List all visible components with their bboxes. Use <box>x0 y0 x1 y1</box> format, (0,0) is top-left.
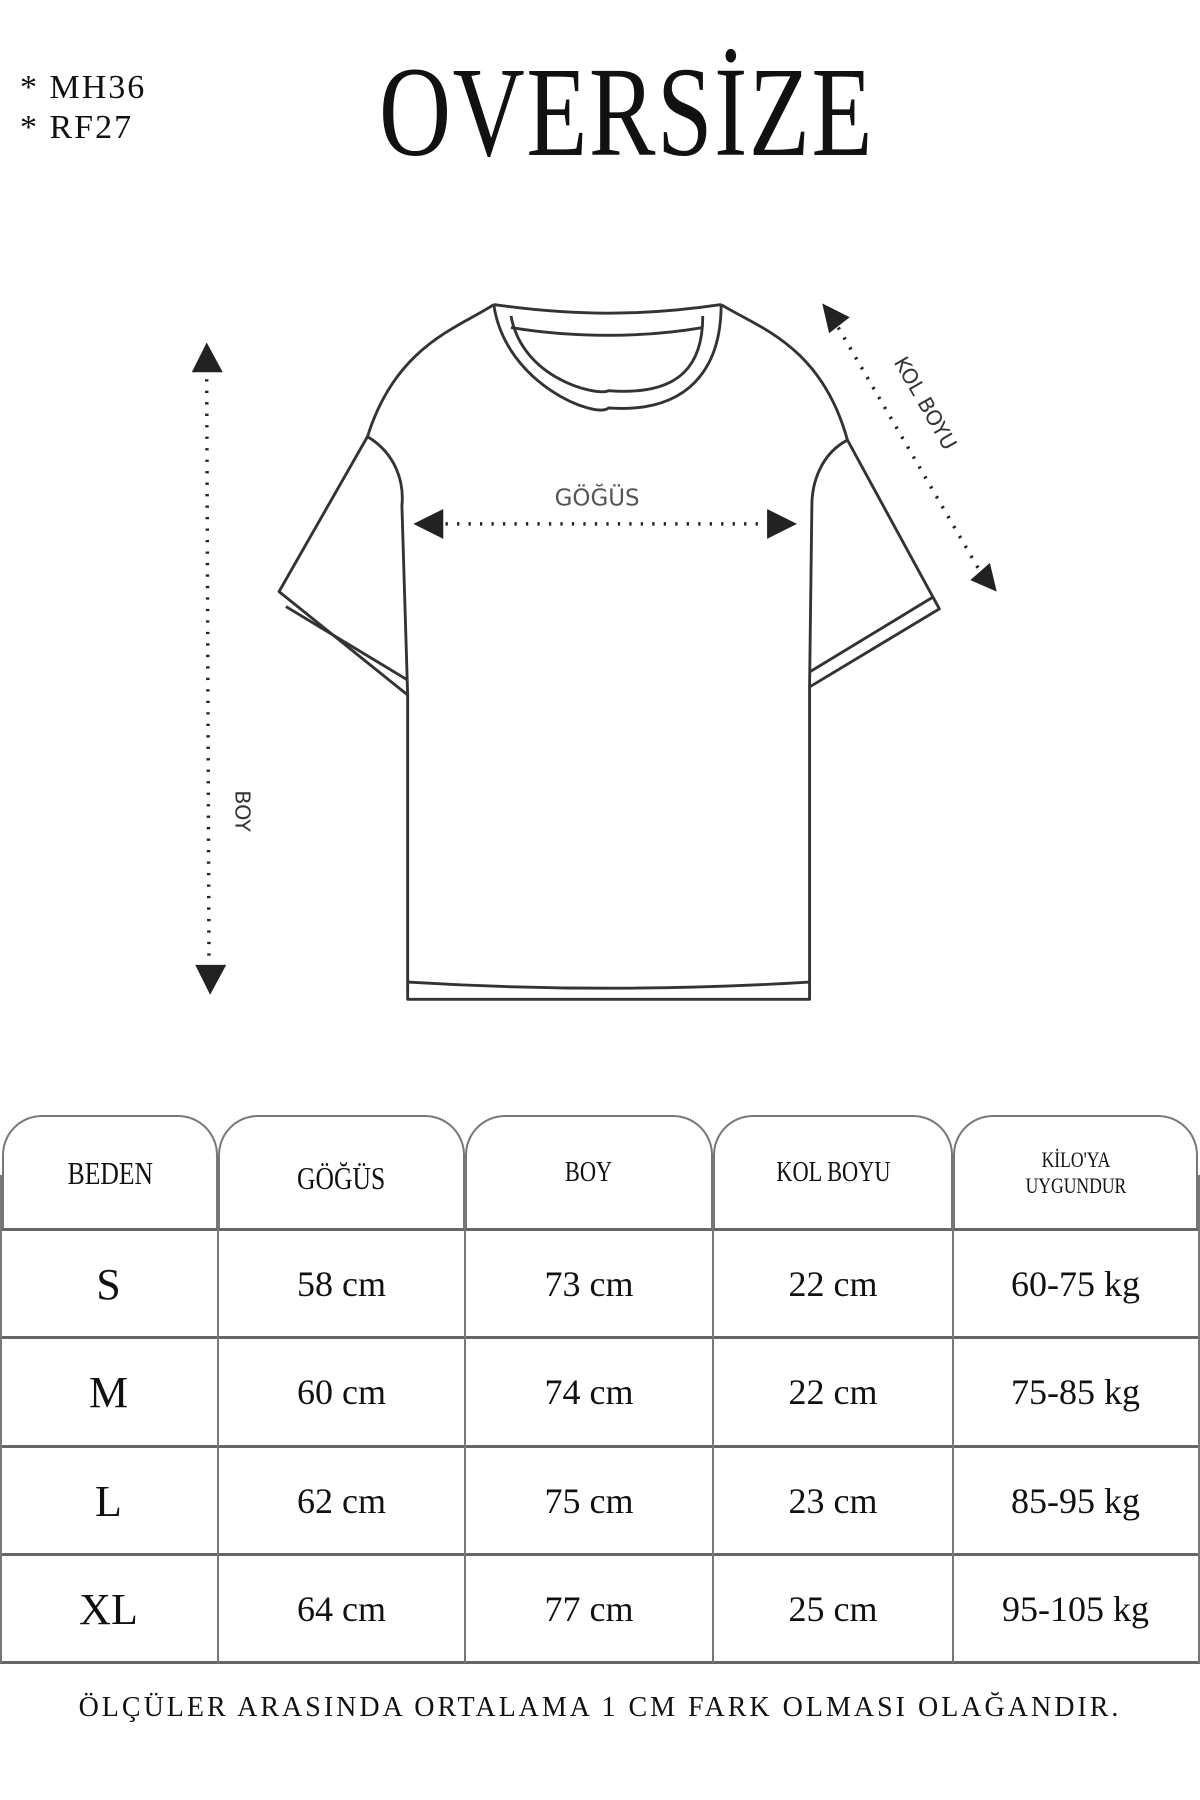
product-code: * RF27 <box>20 109 134 146</box>
arrow-up-icon <box>191 342 223 373</box>
right-cuff <box>808 596 934 674</box>
shirt-right-armhole <box>808 438 849 687</box>
table-cell: 22 cm <box>788 1372 878 1412</box>
table-cell: 64 cm <box>297 1589 386 1629</box>
table-cell: 62 cm <box>297 1481 386 1521</box>
arrow-down-right-icon <box>970 562 997 592</box>
table-cell: 25 cm <box>788 1589 878 1629</box>
shirt-left-armhole <box>366 435 410 696</box>
tshirt-diagram: GÖĞÜS KOL BOYU BOY <box>191 303 997 1001</box>
page-title: OVERSİZE <box>379 41 875 183</box>
neck-inner <box>509 315 705 394</box>
size-cell: XL <box>79 1584 138 1634</box>
shirt-outline <box>277 303 941 1001</box>
table-cell: 95-105 kg <box>1002 1589 1149 1629</box>
column-header-chest: GÖĞÜS <box>218 1115 465 1229</box>
table-cell: 60 cm <box>297 1372 386 1412</box>
column-header-length: BOY <box>465 1115 713 1229</box>
column-header-sleeve: KOL BOYU <box>713 1115 953 1229</box>
left-cuff <box>285 605 409 682</box>
footer-note: ÖLÇÜLER ARASINDA ORTALAMA 1 CM FARK OLMA… <box>78 1692 1122 1723</box>
table-cell: 75 cm <box>544 1481 634 1521</box>
neck-top <box>493 303 722 315</box>
neck-rib <box>510 326 704 337</box>
neck-outer <box>492 304 723 412</box>
column-header-size: BEDEN <box>2 1115 218 1229</box>
table-cell: 73 cm <box>544 1264 634 1304</box>
hem-line <box>407 980 810 990</box>
table-cell: 23 cm <box>788 1481 878 1521</box>
column-header-weight: KİLO'YA UYGUNDUR <box>953 1115 1198 1229</box>
table-cell: 75-85 kg <box>1011 1372 1140 1412</box>
arrow-right-icon <box>767 508 797 539</box>
table-cell: 60-75 kg <box>1011 1264 1140 1304</box>
product-codes: * MH36 * RF27 <box>20 68 146 148</box>
arrow-down-icon <box>195 964 227 995</box>
product-code: * MH36 <box>20 69 147 106</box>
chest-label: GÖĞÜS <box>555 484 640 512</box>
table-cell: 85-95 kg <box>1011 1481 1140 1521</box>
size-cell: L <box>95 1476 122 1526</box>
table-cell: 22 cm <box>788 1264 878 1304</box>
arrow-up-left-icon <box>822 303 850 334</box>
size-cell: S <box>96 1259 121 1309</box>
length-label: BOY <box>230 790 254 832</box>
table-cell: 58 cm <box>297 1264 386 1304</box>
size-cell: M <box>88 1367 129 1417</box>
arrow-left-icon <box>413 508 444 539</box>
table-cell: 77 cm <box>544 1589 634 1629</box>
sleeve-label: KOL BOYU <box>889 352 962 454</box>
table-cell: 74 cm <box>544 1372 634 1412</box>
